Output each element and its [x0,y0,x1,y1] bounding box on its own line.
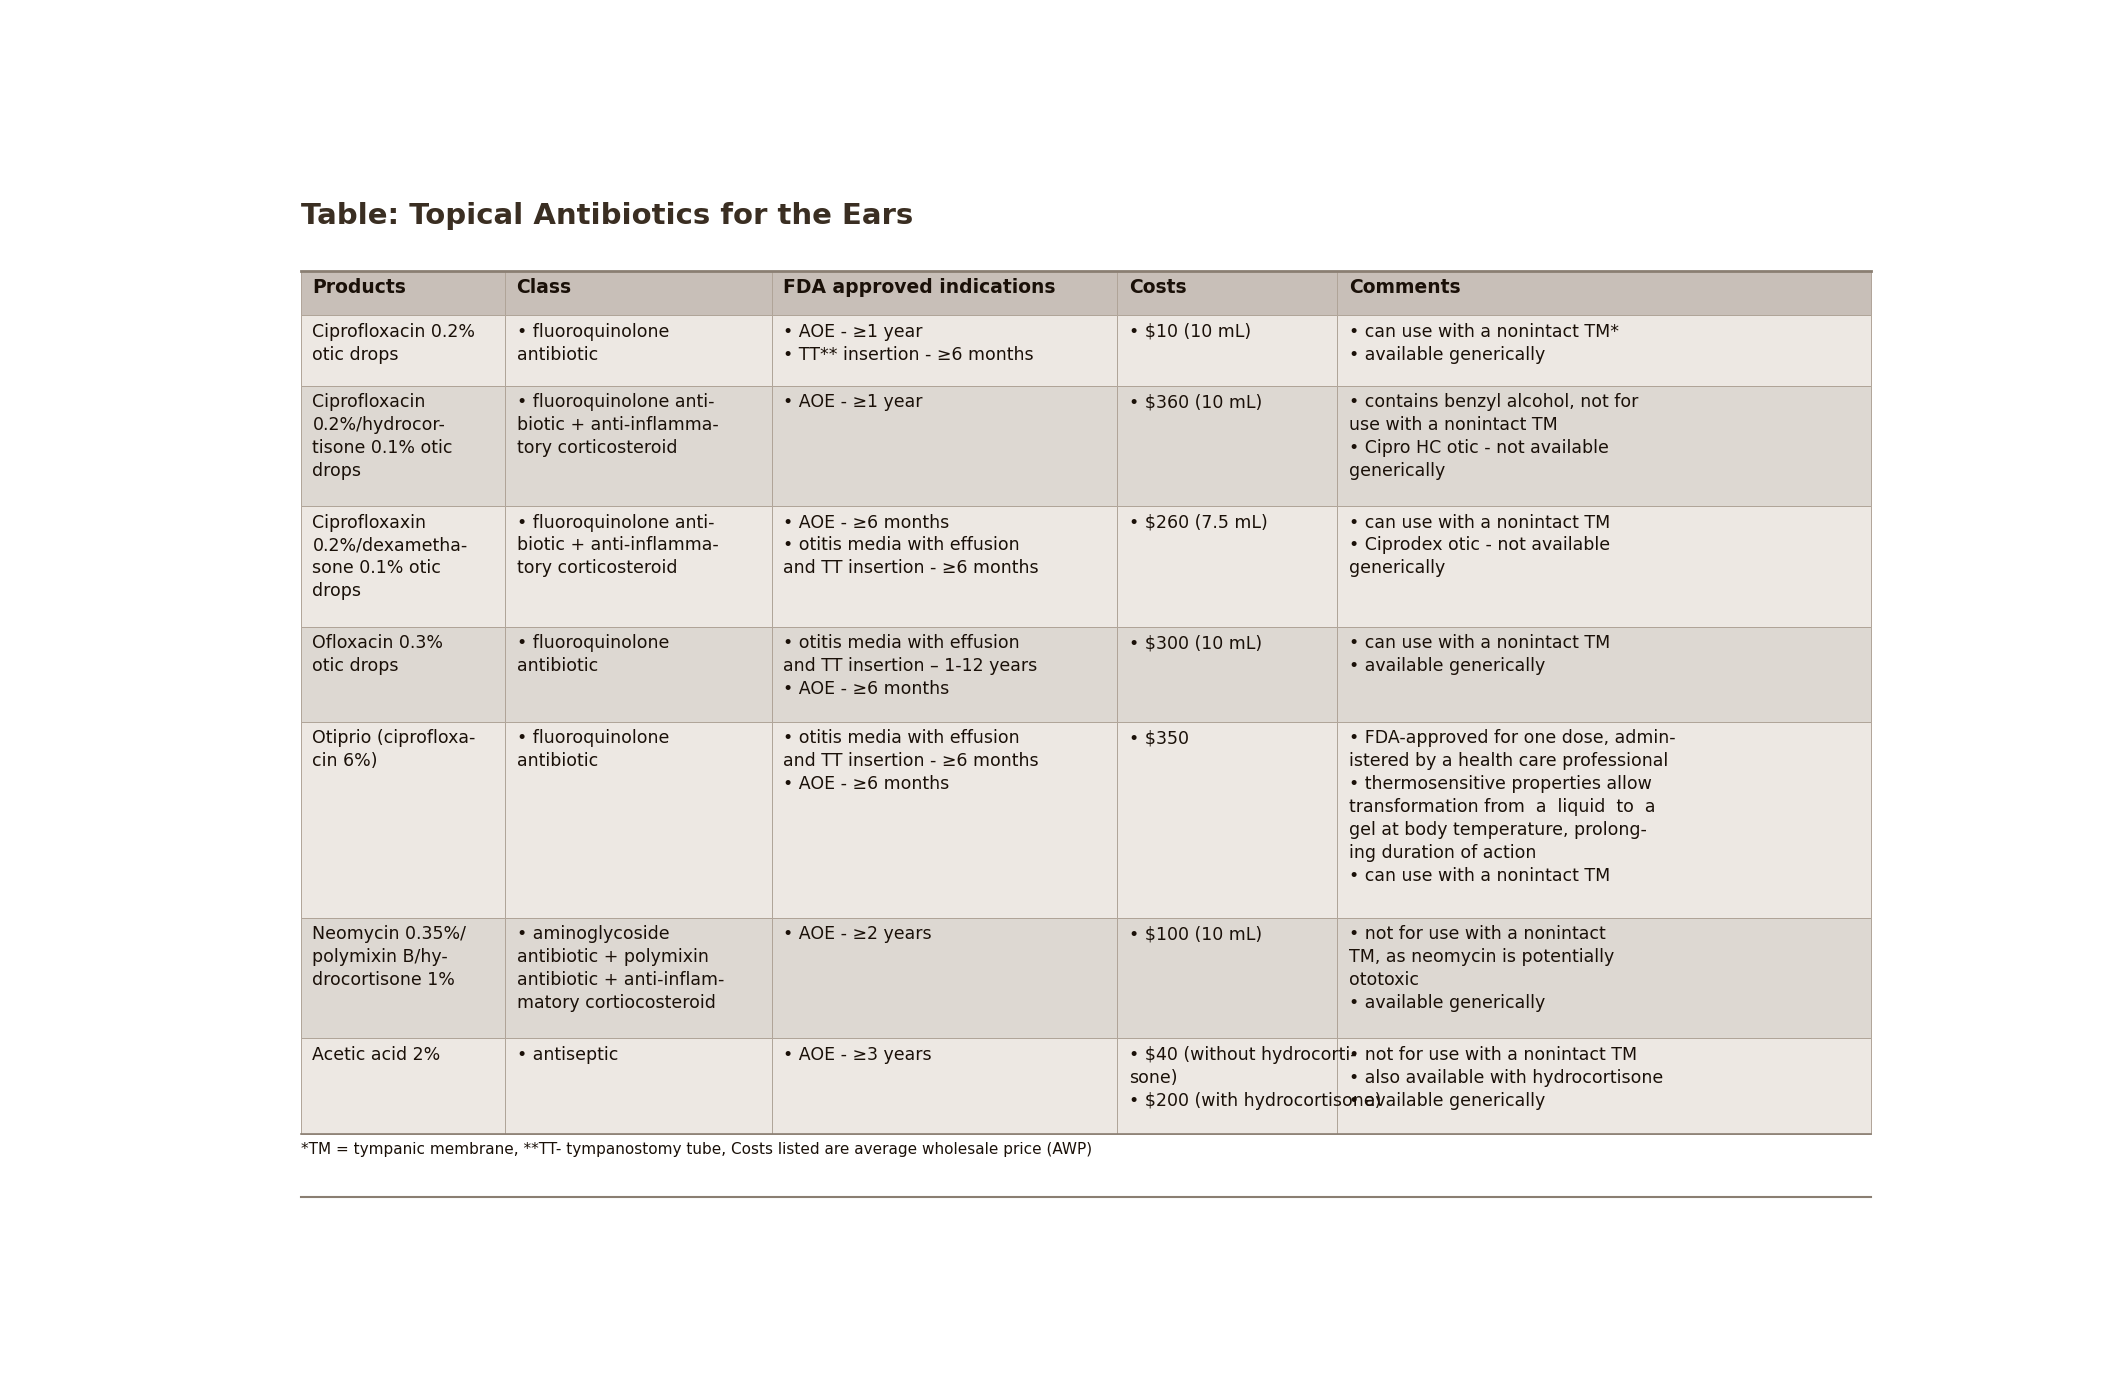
Text: • AOE - ≥2 years: • AOE - ≥2 years [784,925,932,943]
Text: • $300 (10 mL): • $300 (10 mL) [1129,634,1263,652]
Text: Ciprofloxacin 0.2%
otic drops: Ciprofloxacin 0.2% otic drops [311,323,475,363]
Bar [1117,627,1337,722]
Text: • $40 (without hydrocorti-
sone)
• $200 (with hydrocortisone): • $40 (without hydrocorti- sone) • $200 … [1129,1046,1382,1110]
Text: • not for use with a nonintact
TM, as neomycin is potentially
ototoxic
• availab: • not for use with a nonintact TM, as ne… [1348,925,1615,1012]
Text: • AOE - ≥3 years: • AOE - ≥3 years [784,1046,932,1064]
Text: *TM = tympanic membrane, **TT- tympanostomy tube, Costs listed are average whole: *TM = tympanic membrane, **TT- tympanost… [301,1143,1091,1158]
Bar [771,271,1117,315]
Text: FDA approved indications: FDA approved indications [784,278,1055,297]
Text: • $350: • $350 [1129,730,1189,748]
Bar [1337,627,1871,722]
Bar [504,627,771,722]
Text: Class: Class [517,278,572,297]
Bar [504,1038,771,1134]
Bar [504,315,771,385]
Bar [1337,271,1871,315]
Text: • $10 (10 mL): • $10 (10 mL) [1129,323,1250,341]
Text: • $360 (10 mL): • $360 (10 mL) [1129,393,1263,411]
Text: Ciprofloxacin
0.2%/hydrocor-
tisone 0.1% otic
drops: Ciprofloxacin 0.2%/hydrocor- tisone 0.1%… [311,393,453,480]
Bar [301,271,504,315]
Text: • fluoroquinolone anti-
biotic + anti-inflamma-
tory corticosteroid: • fluoroquinolone anti- biotic + anti-in… [517,393,718,456]
Text: • $100 (10 mL): • $100 (10 mL) [1129,925,1263,943]
Text: Comments: Comments [1348,278,1460,297]
Bar [771,1038,1117,1134]
Text: • fluoroquinolone
antibiotic: • fluoroquinolone antibiotic [517,323,670,363]
Text: • fluoroquinolone anti-
biotic + anti-inflamma-
tory corticosteroid: • fluoroquinolone anti- biotic + anti-in… [517,513,718,578]
Text: • FDA-approved for one dose, admin-
istered by a health care professional
• ther: • FDA-approved for one dose, admin- iste… [1348,730,1676,886]
Text: Acetic acid 2%: Acetic acid 2% [311,1046,441,1064]
Text: Neomycin 0.35%/
polymixin B/hy-
drocortisone 1%: Neomycin 0.35%/ polymixin B/hy- drocorti… [311,925,466,989]
Text: • contains benzyl alcohol, not for
use with a nonintact TM
• Cipro HC otic - not: • contains benzyl alcohol, not for use w… [1348,393,1638,480]
Text: Otiprio (ciprofloxa-
cin 6%): Otiprio (ciprofloxa- cin 6%) [311,730,477,770]
Text: • fluoroquinolone
antibiotic: • fluoroquinolone antibiotic [517,730,670,770]
Bar [504,271,771,315]
Text: • aminoglycoside
antibiotic + polymixin
antibiotic + anti-inflam-
matory cortioc: • aminoglycoside antibiotic + polymixin … [517,925,725,1012]
Bar [301,1038,504,1134]
Text: • AOE - ≥1 year: • AOE - ≥1 year [784,393,924,411]
Bar [771,627,1117,722]
Text: Ofloxacin 0.3%
otic drops: Ofloxacin 0.3% otic drops [311,634,443,675]
Text: • can use with a nonintact TM
• Ciprodex otic - not available
generically: • can use with a nonintact TM • Ciprodex… [1348,513,1610,578]
Bar [1337,315,1871,385]
Bar [301,315,504,385]
Text: • AOE - ≥1 year
• TT** insertion - ≥6 months: • AOE - ≥1 year • TT** insertion - ≥6 mo… [784,323,1034,363]
Text: Costs: Costs [1129,278,1187,297]
Text: • $260 (7.5 mL): • $260 (7.5 mL) [1129,513,1267,532]
Text: • antiseptic: • antiseptic [517,1046,619,1064]
Bar [771,315,1117,385]
Text: Products: Products [311,278,407,297]
Bar [1337,1038,1871,1134]
Text: • can use with a nonintact TM
• available generically: • can use with a nonintact TM • availabl… [1348,634,1610,675]
Text: • otitis media with effusion
and TT insertion - ≥6 months
• AOE - ≥6 months: • otitis media with effusion and TT inse… [784,730,1038,793]
Text: • fluoroquinolone
antibiotic: • fluoroquinolone antibiotic [517,634,670,675]
Text: • otitis media with effusion
and TT insertion – 1-12 years
• AOE - ≥6 months: • otitis media with effusion and TT inse… [784,634,1038,698]
Text: Ciprofloxaxin
0.2%/dexametha-
sone 0.1% otic
drops: Ciprofloxaxin 0.2%/dexametha- sone 0.1% … [311,513,468,601]
Bar [301,627,504,722]
Bar [1117,1038,1337,1134]
Text: • not for use with a nonintact TM
• also available with hydrocortisone
• availab: • not for use with a nonintact TM • also… [1348,1046,1663,1110]
Text: • AOE - ≥6 months
• otitis media with effusion
and TT insertion - ≥6 months: • AOE - ≥6 months • otitis media with ef… [784,513,1038,578]
Bar [1117,315,1337,385]
Bar [1117,271,1337,315]
Text: Table: Topical Antibiotics for the Ears: Table: Topical Antibiotics for the Ears [301,202,913,230]
Text: • can use with a nonintact TM*
• available generically: • can use with a nonintact TM* • availab… [1348,323,1619,363]
